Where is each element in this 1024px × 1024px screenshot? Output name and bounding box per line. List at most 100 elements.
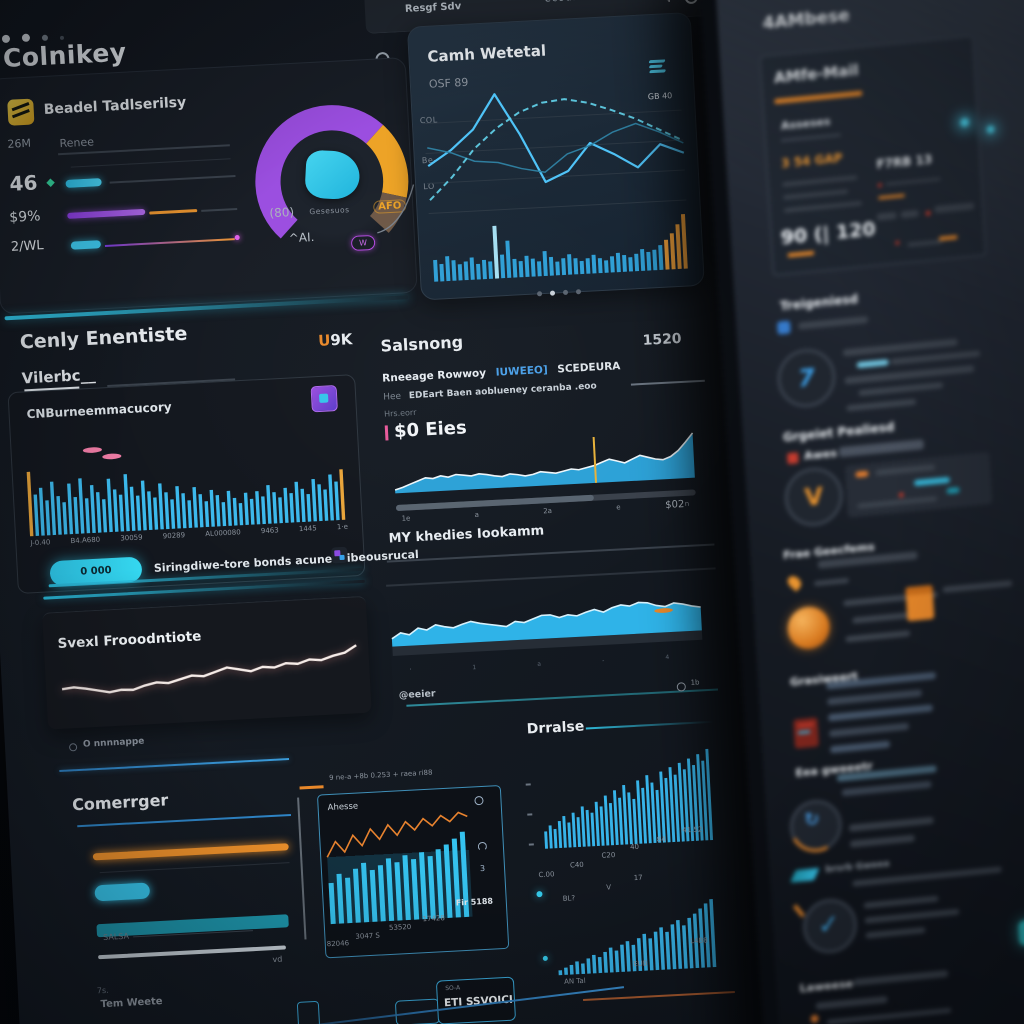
blurred-text-line bbox=[845, 630, 911, 643]
blurred-text-line bbox=[864, 908, 960, 924]
blurred-text-line bbox=[829, 722, 910, 738]
x-label: 53520 bbox=[388, 922, 412, 933]
folder-icon bbox=[905, 584, 935, 622]
x-label: 41.52 bbox=[682, 825, 703, 835]
x-label: 1·e bbox=[336, 522, 349, 532]
tick: e bbox=[616, 503, 621, 512]
dark-red-icon bbox=[793, 717, 819, 749]
teal-divider bbox=[406, 688, 719, 707]
blurred-text-line bbox=[865, 926, 926, 939]
page-title: Colnikey bbox=[2, 37, 128, 74]
swoosh-icon bbox=[790, 867, 820, 883]
mini-card-sub: SO-A bbox=[445, 984, 461, 993]
currency-icon[interactable]: $ bbox=[664, 0, 673, 3]
teal-action-button[interactable] bbox=[1018, 918, 1024, 946]
tick: 1e bbox=[401, 514, 411, 523]
tab-resgf[interactable]: Resgf Sdv bbox=[404, 0, 462, 15]
blurred-text-line bbox=[863, 895, 939, 909]
salsnong-amount: $0 Eies bbox=[393, 417, 468, 443]
gauge-pill-badge: W bbox=[350, 234, 376, 252]
comerrger-hbar-chart bbox=[92, 838, 302, 971]
blurred-text-line bbox=[844, 364, 975, 385]
orange-dash bbox=[299, 785, 324, 790]
wave-right-meta[interactable]: 1b bbox=[690, 678, 700, 687]
gear-icon[interactable] bbox=[684, 0, 699, 5]
blurred-text-line bbox=[846, 398, 917, 412]
salsnong-line1-c: SCEDEURA bbox=[557, 360, 621, 376]
comerrger-right-label: vd bbox=[272, 954, 283, 965]
cyan-dot bbox=[542, 955, 548, 962]
tick: - bbox=[601, 657, 605, 665]
bullet-icon bbox=[68, 743, 78, 752]
drralse-title: Drralse bbox=[526, 718, 585, 738]
freq-card-icon[interactable] bbox=[310, 385, 338, 413]
gauge-pointer-curve bbox=[377, 184, 415, 234]
window-dot[interactable] bbox=[21, 33, 31, 43]
mini-app-icon[interactable] bbox=[331, 546, 348, 564]
blurred-header-bar bbox=[838, 439, 925, 458]
chart-card-subtitle: OSF 89 bbox=[428, 75, 469, 91]
orange-tick bbox=[793, 904, 805, 918]
x-label: AN Tal bbox=[563, 976, 586, 986]
x-label: 40 bbox=[629, 842, 640, 852]
chart-tool-3[interactable]: 3 bbox=[479, 863, 486, 874]
mid-label: 17 bbox=[633, 873, 643, 883]
monitor2-section1-title: Treigeniesd bbox=[779, 291, 859, 314]
x-label: 82046 bbox=[326, 939, 350, 949]
blurred-text-line bbox=[841, 780, 932, 797]
page-dot[interactable] bbox=[549, 290, 556, 296]
blurred-text-line bbox=[942, 580, 1013, 593]
x-label: C.00 bbox=[538, 870, 555, 880]
salsnong-area-chart bbox=[393, 428, 696, 494]
stat-row1-value: 46 bbox=[8, 170, 38, 196]
blurred-text-line bbox=[828, 704, 934, 722]
comerrger-footer: Tem Weete bbox=[100, 995, 163, 1011]
badge-seven: 7 bbox=[775, 346, 838, 410]
pink-tick bbox=[384, 425, 389, 441]
mini-card-fragment[interactable] bbox=[296, 1000, 321, 1024]
window-dot[interactable] bbox=[42, 34, 49, 41]
badge-check: V bbox=[783, 465, 845, 529]
gauge-label-left: (80) bbox=[269, 205, 295, 221]
gauge-mini-icon: ↻ bbox=[783, 794, 849, 858]
gauge-label-bottom: ^AI. bbox=[288, 229, 315, 246]
blue-divider bbox=[59, 758, 290, 773]
page-dot[interactable] bbox=[536, 291, 543, 297]
salsnong-right-value: $02 bbox=[665, 498, 685, 511]
frequency-bar-chart bbox=[26, 447, 346, 537]
svexl-line-chart bbox=[60, 630, 359, 707]
orange-dot bbox=[810, 1014, 819, 1024]
app-icon bbox=[7, 98, 35, 126]
tick: 4 bbox=[665, 653, 670, 662]
monitor2-section6-title: Laweese bbox=[799, 977, 854, 996]
drralse-bottom-bar-chart bbox=[558, 899, 717, 976]
gauge-widget: (80) Gesesuos AFO ^AI. W bbox=[239, 87, 424, 264]
x-label: EUB bbox=[633, 959, 648, 969]
salsnong-line1: Rneeage Rowwoy IUWEEO] SCEDEURA bbox=[382, 360, 621, 384]
window-dot[interactable] bbox=[1, 34, 11, 44]
blurred-text-line bbox=[815, 995, 888, 1010]
blue-divider bbox=[77, 813, 292, 828]
orange-sphere-icon bbox=[786, 604, 831, 651]
divider bbox=[630, 379, 705, 386]
page-dot[interactable] bbox=[562, 289, 569, 296]
tick: 1 bbox=[472, 664, 477, 672]
wave-area-chart bbox=[389, 574, 703, 656]
monitor2-section5-sub: brsrb Gweea bbox=[825, 859, 890, 876]
tab-ecourclo[interactable]: ecourclo bbox=[544, 0, 595, 5]
cyan-dot bbox=[536, 890, 543, 898]
page-dot[interactable] bbox=[575, 289, 582, 295]
axis-mark bbox=[527, 813, 533, 816]
axis-mark bbox=[525, 783, 531, 786]
window-dot[interactable] bbox=[60, 35, 65, 41]
layers-icon bbox=[648, 57, 667, 75]
x-label: 17428 bbox=[422, 914, 446, 924]
pagination-dots bbox=[532, 279, 585, 301]
drralse-top-bar-chart bbox=[544, 748, 714, 849]
monitor2-title: 4AMbese bbox=[762, 5, 851, 34]
blurred-text-line bbox=[826, 1007, 952, 1024]
gauge-chart bbox=[255, 105, 409, 239]
blurred-text-line bbox=[848, 816, 934, 832]
axis-mark bbox=[528, 843, 534, 846]
